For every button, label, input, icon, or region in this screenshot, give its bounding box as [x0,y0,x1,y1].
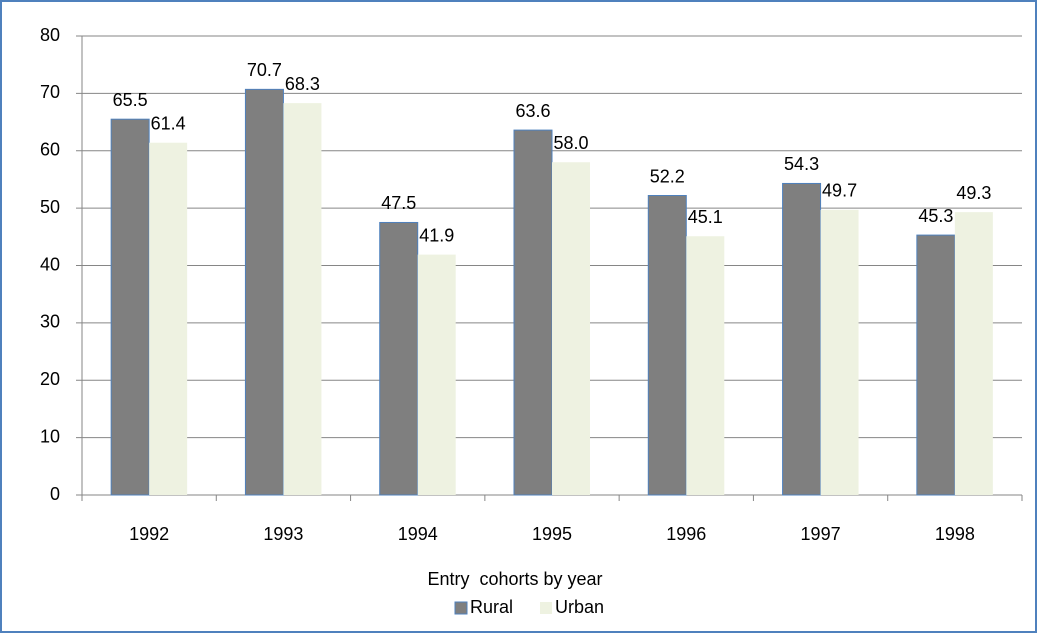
bar [686,236,725,495]
bar [513,129,553,496]
x-tick-label: 1992 [129,524,169,544]
data-label: 58.0 [553,133,588,153]
bar [647,195,687,496]
bar [820,209,859,495]
x-axis-title: Entry cohorts by year [427,569,602,589]
bar [379,221,419,496]
legend-swatch [454,601,468,615]
x-tick-label: 1997 [801,524,841,544]
y-tick-label: 70 [40,82,60,102]
y-tick-label: 0 [50,484,60,504]
bar [552,162,590,495]
x-tick-label: 1993 [263,524,303,544]
y-tick-label: 60 [40,140,60,160]
data-label: 63.6 [515,101,550,121]
bar [110,118,150,496]
bar [149,142,188,495]
data-label: 49.3 [956,183,991,203]
data-label: 47.5 [381,193,416,213]
x-tick-label: 1994 [398,524,438,544]
data-label: 65.5 [113,90,148,110]
bar [916,234,956,496]
data-label: 49.7 [822,181,857,201]
x-tick-label: 1995 [532,524,572,544]
legend-label: Rural [470,597,513,617]
legend-label: Urban [555,597,604,617]
x-tick-label: 1998 [935,524,975,544]
data-label: 70.7 [247,60,282,80]
x-tick-label: 1996 [666,524,706,544]
bar [417,254,456,495]
y-tick-label: 30 [40,312,60,332]
bar [782,182,822,496]
bar [283,103,322,495]
data-label: 45.1 [688,207,723,227]
data-label: 52.2 [650,166,685,186]
y-tick-label: 40 [40,254,60,274]
y-tick-label: 50 [40,197,60,217]
y-tick-label: 20 [40,369,60,389]
data-label: 68.3 [285,74,320,94]
y-tick-label: 80 [40,25,60,45]
bar [244,88,284,496]
data-label: 41.9 [419,225,454,245]
data-label: 45.3 [918,206,953,226]
y-tick-label: 10 [40,426,60,446]
bar [954,212,993,496]
data-label: 61.4 [151,113,186,133]
data-label: 54.3 [784,154,819,174]
legend-swatch [540,602,552,614]
